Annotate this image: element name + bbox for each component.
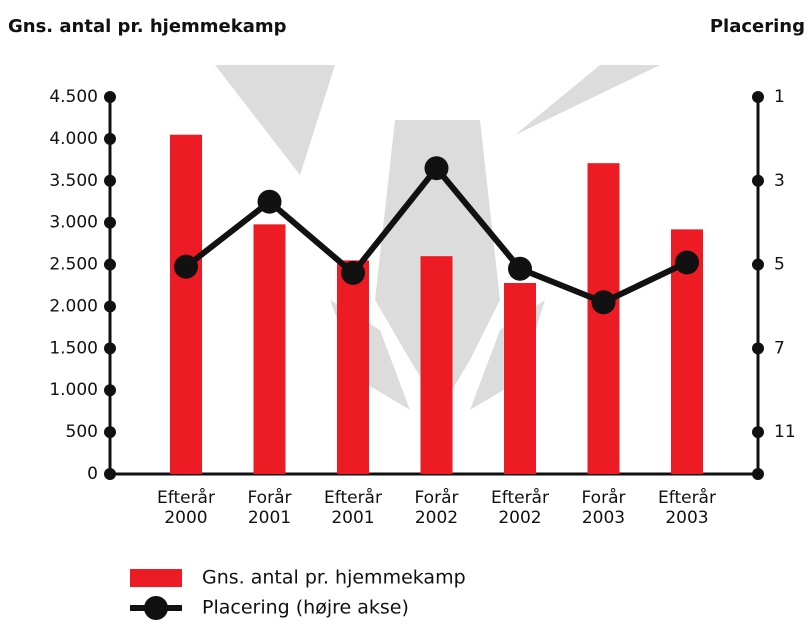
y2-tick-mark <box>752 426 764 438</box>
y-tick-mark <box>104 384 116 396</box>
y-tick-mark <box>104 175 116 187</box>
line-marker <box>258 190 282 214</box>
y-tick-label: 0 <box>87 464 98 484</box>
y-tick-label: 500 <box>66 422 98 442</box>
bar <box>421 256 453 474</box>
y-tick-label: 3.500 <box>49 171 98 191</box>
line-marker <box>341 261 365 285</box>
y2-tick-label: 7 <box>774 338 785 358</box>
bar <box>254 224 286 474</box>
y-tick-label: 1.500 <box>49 338 98 358</box>
y2-tick-mark <box>752 175 764 187</box>
y2-tick-label: 11 <box>774 422 796 442</box>
y2-tick-label: 1 <box>774 87 785 107</box>
bar <box>588 163 620 474</box>
axis-end-dot <box>752 468 764 480</box>
y-tick-mark <box>104 217 116 229</box>
y-tick-mark <box>104 259 116 271</box>
y-tick-label: 4.500 <box>49 87 98 107</box>
y2-tick-mark <box>752 91 764 103</box>
y-tick-mark <box>104 133 116 145</box>
bar <box>504 283 536 474</box>
y-tick-label: 2.000 <box>49 296 98 316</box>
line-marker <box>592 290 616 314</box>
line-marker <box>675 250 699 274</box>
legend-swatch-marker <box>144 596 168 620</box>
y2-tick-mark <box>752 259 764 271</box>
y-tick-mark <box>104 300 116 312</box>
y2-tick-label: 3 <box>774 171 785 191</box>
y-tick-label: 3.000 <box>49 213 98 233</box>
y-tick-mark <box>104 426 116 438</box>
y-tick-mark <box>104 91 116 103</box>
bar <box>337 260 369 474</box>
legend-label: Gns. antal pr. hjemmekamp <box>202 567 466 589</box>
y-tick-label: 1.000 <box>49 380 98 400</box>
chart-title: Gns. antal pr. hjemmekamp <box>8 16 287 37</box>
legend-swatch <box>130 569 182 587</box>
y2-title: Placering <box>710 16 805 37</box>
bar <box>170 135 202 474</box>
line-marker <box>174 255 198 279</box>
legend-label: Placering (højre akse) <box>202 597 409 619</box>
y-tick-label: 4.000 <box>49 129 98 149</box>
y-tick-label: 2.500 <box>49 255 98 275</box>
y-tick-mark <box>104 468 116 480</box>
chart: Gns. antal pr. hjemmekamp Placering 0 500… <box>0 0 811 625</box>
y-tick-mark <box>104 342 116 354</box>
line-marker <box>508 257 532 281</box>
y2-tick-mark <box>752 342 764 354</box>
line-marker <box>425 156 449 180</box>
y2-tick-label: 5 <box>774 255 785 275</box>
